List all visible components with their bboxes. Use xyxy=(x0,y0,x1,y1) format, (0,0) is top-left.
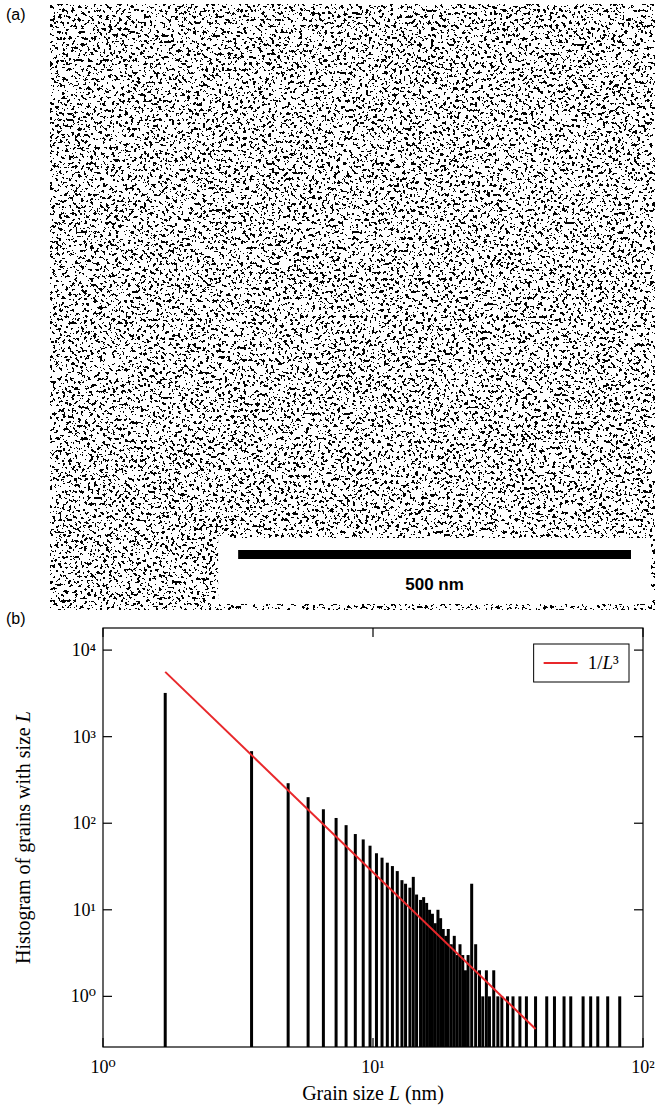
legend-box xyxy=(534,644,629,682)
legend-swatch xyxy=(544,662,578,664)
bar xyxy=(467,955,470,1047)
bar xyxy=(481,996,484,1047)
x-tick-top xyxy=(642,628,643,637)
bar xyxy=(400,880,403,1047)
text-part: 1/ xyxy=(588,652,604,673)
text-part: L xyxy=(12,711,34,723)
scale-bar-box xyxy=(218,538,651,604)
legend: 1/L³ xyxy=(534,644,629,682)
x-tick-label: 10⁰ xyxy=(90,1057,115,1077)
bar xyxy=(478,970,481,1047)
x-tick xyxy=(642,1038,643,1047)
bar xyxy=(375,853,378,1047)
panel-label: (b) xyxy=(6,610,26,627)
bar xyxy=(412,877,415,1047)
bar xyxy=(354,834,357,1047)
bar xyxy=(518,996,521,1047)
x-axis-title: Grain size L (nm) xyxy=(302,1082,444,1105)
x-tick xyxy=(372,1038,373,1047)
x-tick-top xyxy=(102,628,103,637)
text-part: ³ xyxy=(613,652,619,673)
bar xyxy=(461,955,464,1047)
bar xyxy=(492,970,495,1047)
bar xyxy=(436,910,439,1047)
bar xyxy=(419,900,422,1047)
bar xyxy=(369,846,372,1047)
y-tick-label: 10⁰ xyxy=(71,986,96,1006)
text-part: (nm) xyxy=(400,1082,444,1105)
y-tick-right xyxy=(634,909,643,910)
bar xyxy=(606,996,609,1047)
bar xyxy=(456,955,459,1047)
bar xyxy=(534,996,537,1047)
text-part: Histogram of grains with size xyxy=(12,722,35,964)
bar xyxy=(569,996,572,1047)
bar xyxy=(450,944,453,1047)
plot-frame xyxy=(103,628,643,1047)
y-tick-right xyxy=(634,736,643,737)
y-tick-right xyxy=(634,649,643,650)
bar xyxy=(500,996,503,1047)
bar xyxy=(596,996,599,1047)
bar xyxy=(250,751,253,1047)
y-tick-right xyxy=(634,996,643,997)
micrograph-ground xyxy=(50,4,655,610)
text-part: L xyxy=(388,1082,400,1104)
scale-bar xyxy=(238,550,631,559)
x-tick-label: 10² xyxy=(631,1057,654,1077)
bar xyxy=(362,839,365,1047)
x-tick xyxy=(102,1038,103,1047)
bar xyxy=(428,910,431,1047)
bar xyxy=(563,996,566,1047)
figure: (a) 500 nm (b) 10⁰ 10¹ 10² 10⁰ 10¹ 10² 10³ 10⁴ Grai… xyxy=(0,0,663,1113)
bar xyxy=(164,693,167,1047)
bar xyxy=(335,818,338,1047)
y-tick-label: 10² xyxy=(73,813,96,833)
bar xyxy=(431,914,434,1047)
bar xyxy=(618,996,621,1047)
y-tick-label: 10⁴ xyxy=(72,640,96,660)
y-axis-title: Histogram of grains with size L xyxy=(12,711,35,964)
y-tick xyxy=(103,823,112,824)
bar xyxy=(582,996,585,1047)
bar xyxy=(345,825,348,1047)
bar xyxy=(386,863,389,1047)
y-tick xyxy=(103,909,112,910)
bar xyxy=(458,944,461,1047)
marks xyxy=(164,672,622,1047)
bar xyxy=(488,996,491,1047)
bar xyxy=(511,996,514,1047)
bar xyxy=(404,884,407,1047)
bar xyxy=(464,970,467,1047)
bar xyxy=(381,858,384,1047)
text-part: Grain size xyxy=(302,1082,389,1104)
plot-area xyxy=(103,628,643,1047)
bar xyxy=(434,923,437,1047)
bar xyxy=(408,888,411,1047)
bar xyxy=(322,809,325,1047)
micrograph xyxy=(50,4,655,610)
bar xyxy=(307,797,310,1047)
panel-label: (a) xyxy=(6,6,26,23)
bar xyxy=(553,996,556,1047)
bar xyxy=(545,996,548,1047)
text-part: L xyxy=(601,652,613,673)
y-tick xyxy=(103,649,112,650)
bar xyxy=(474,944,477,1047)
bar xyxy=(496,996,499,1047)
scale-bar-label: 500 nm xyxy=(405,575,464,594)
y-tick-label: 10¹ xyxy=(73,900,96,920)
y-tick-right xyxy=(634,823,643,824)
y-tick xyxy=(103,736,112,737)
bar xyxy=(415,895,418,1047)
x-tick-label: 10¹ xyxy=(361,1057,384,1077)
fit-line xyxy=(165,672,535,1029)
y-tick-label: 10³ xyxy=(73,727,97,747)
bar xyxy=(287,783,290,1047)
y-tick xyxy=(103,996,112,997)
x-tick-top xyxy=(372,628,373,637)
legend-label: 1/L³ xyxy=(588,652,619,673)
bar xyxy=(589,996,592,1047)
